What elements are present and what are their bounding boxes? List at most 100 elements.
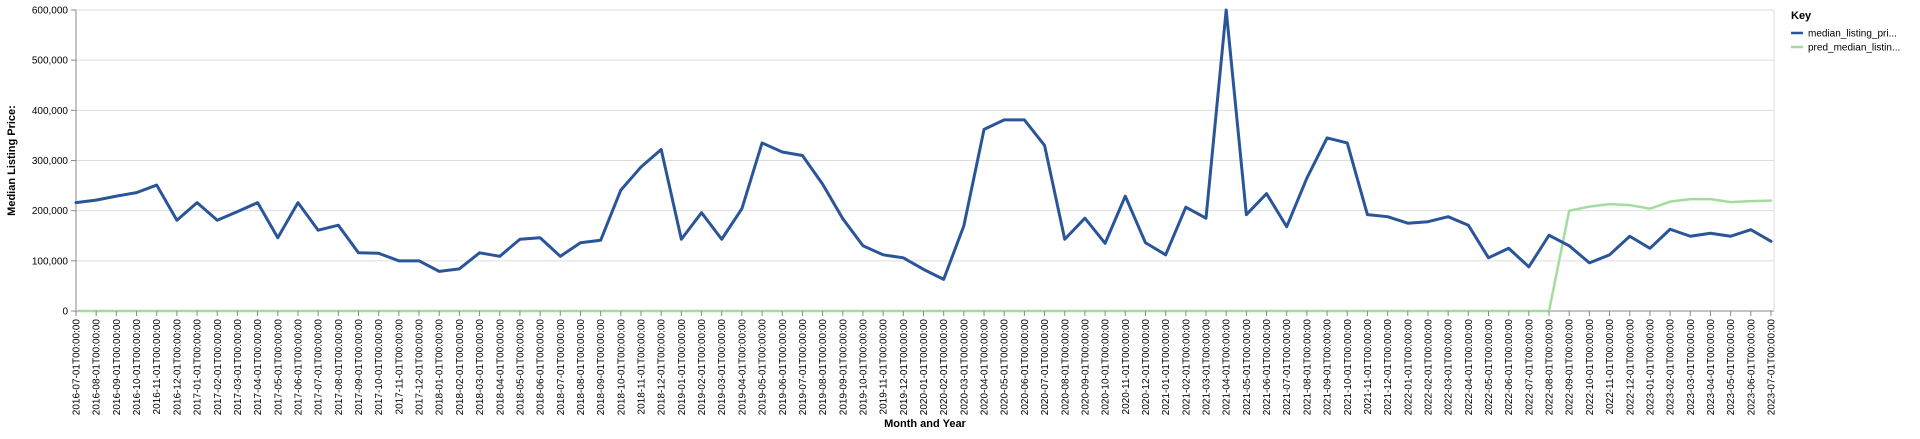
x-tick-label: 2020-12-01T00:00:00	[1141, 319, 1152, 416]
legend-label: pred_median_listin...	[1808, 43, 1900, 54]
x-tick-label: 2019-04-01T00:00:00	[737, 319, 748, 416]
x-tick-label: 2023-01-01T00:00:00	[1645, 319, 1656, 416]
x-tick-label: 2019-12-01T00:00:00	[899, 319, 910, 416]
x-tick-label: 2021-12-01T00:00:00	[1383, 319, 1394, 416]
x-tick-label: 2021-04-01T00:00:00	[1222, 319, 1233, 416]
x-tick-label: 2021-09-01T00:00:00	[1323, 319, 1334, 416]
x-tick-label: 2023-04-01T00:00:00	[1706, 319, 1717, 416]
x-axis-title: Month and Year	[884, 418, 966, 430]
legend-items: median_listing_pri... pred_median_listin.…	[1791, 29, 1900, 54]
x-tick-label: 2017-02-01T00:00:00	[213, 319, 224, 416]
x-tick-label: 2019-01-01T00:00:00	[677, 319, 688, 416]
x-tick-label: 2019-10-01T00:00:00	[858, 319, 869, 416]
x-tick-label: 2019-05-01T00:00:00	[758, 319, 769, 416]
x-tick-label: 2018-11-01T00:00:00	[637, 319, 648, 415]
x-tick-label: 2023-03-01T00:00:00	[1686, 319, 1697, 416]
x-tick-label: 2022-01-01T00:00:00	[1403, 319, 1414, 416]
y-tick-label: 600,000	[32, 6, 69, 17]
x-tick-label: 2018-04-01T00:00:00	[495, 319, 506, 416]
x-tick-label: 2018-06-01T00:00:00	[536, 319, 547, 416]
x-tick-label: 2018-01-01T00:00:00	[435, 319, 446, 416]
y-axis-title: Median Listing Price:	[6, 105, 18, 216]
x-tick-label: 2023-02-01T00:00:00	[1666, 319, 1677, 416]
x-tick-label: 2022-10-01T00:00:00	[1585, 319, 1596, 416]
legend-label: median_listing_pri...	[1808, 29, 1897, 40]
x-tick-label: 2016-12-01T00:00:00	[172, 319, 183, 416]
x-tick-label: 2017-12-01T00:00:00	[415, 319, 426, 416]
x-tick-label: 2017-06-01T00:00:00	[293, 319, 304, 416]
x-tick-label: 2019-08-01T00:00:00	[818, 319, 829, 416]
x-tick-label: 2019-03-01T00:00:00	[717, 319, 728, 416]
x-tick-label: 2021-05-01T00:00:00	[1242, 319, 1253, 416]
x-tick-label: 2022-04-01T00:00:00	[1464, 319, 1475, 416]
y-tick-label: 300,000	[32, 156, 69, 167]
x-tick-label: 2021-08-01T00:00:00	[1302, 319, 1313, 416]
x-tick-label: 2020-08-01T00:00:00	[1060, 319, 1071, 416]
x-tick-label: 2022-07-01T00:00:00	[1524, 319, 1535, 416]
x-tick-label: 2018-03-01T00:00:00	[475, 319, 486, 416]
y-tick-label: 500,000	[32, 56, 69, 67]
x-tick-label: 2021-10-01T00:00:00	[1343, 319, 1354, 416]
x-tick-label: 2016-11-01T00:00:00	[152, 319, 163, 415]
x-tick-label: 2022-06-01T00:00:00	[1504, 319, 1515, 416]
x-tick-label: 2022-12-01T00:00:00	[1625, 319, 1636, 416]
x-tick-label: 2022-05-01T00:00:00	[1484, 319, 1495, 416]
x-tick-label: 2021-07-01T00:00:00	[1282, 319, 1293, 416]
x-tick-label: 2022-02-01T00:00:00	[1423, 319, 1434, 416]
x-tick-label: 2017-07-01T00:00:00	[314, 319, 325, 416]
x-tick-label: 2016-10-01T00:00:00	[132, 319, 143, 416]
x-tick-label: 2017-10-01T00:00:00	[374, 319, 385, 416]
x-tick-label: 2022-08-01T00:00:00	[1545, 319, 1556, 416]
x-tick-label: 2021-06-01T00:00:00	[1262, 319, 1273, 416]
x-axis-ticks: 2016-07-01T00:00:00 2016-08-01T00:00:00 20…	[72, 311, 1778, 415]
x-tick-label: 2020-10-01T00:00:00	[1101, 319, 1112, 416]
x-tick-label: 2020-03-01T00:00:00	[959, 319, 970, 416]
x-tick-label: 2018-07-01T00:00:00	[556, 319, 567, 416]
x-tick-label: 2016-09-01T00:00:00	[112, 319, 123, 416]
x-tick-label: 2016-07-01T00:00:00	[72, 319, 83, 416]
y-tick-label: 200,000	[32, 206, 69, 217]
x-tick-label: 2020-05-01T00:00:00	[1000, 319, 1011, 416]
x-tick-label: 2018-08-01T00:00:00	[576, 319, 587, 416]
x-tick-label: 2017-08-01T00:00:00	[334, 319, 345, 416]
legend-title: Key	[1791, 10, 1812, 22]
x-tick-label: 2016-08-01T00:00:00	[92, 319, 103, 416]
x-tick-label: 2019-11-01T00:00:00	[879, 319, 890, 415]
x-tick-label: 2022-11-01T00:00:00	[1605, 319, 1616, 415]
x-tick-label: 2019-06-01T00:00:00	[778, 319, 789, 416]
x-tick-label: 2020-06-01T00:00:00	[1020, 319, 1031, 416]
series-line-0	[74, 8, 1773, 281]
x-tick-label: 2022-09-01T00:00:00	[1565, 319, 1576, 416]
y-tick-label: 400,000	[32, 106, 69, 117]
x-tick-label: 2017-03-01T00:00:00	[233, 319, 244, 416]
x-tick-label: 2021-03-01T00:00:00	[1202, 319, 1213, 416]
x-tick-label: 2017-09-01T00:00:00	[354, 319, 365, 416]
x-tick-label: 2018-02-01T00:00:00	[455, 319, 466, 416]
x-tick-label: 2021-11-01T00:00:00	[1363, 319, 1374, 415]
x-tick-label: 2019-02-01T00:00:00	[697, 319, 708, 416]
x-tick-label: 2021-02-01T00:00:00	[1181, 319, 1192, 416]
x-tick-label: 2020-11-01T00:00:00	[1121, 319, 1132, 415]
x-tick-label: 2019-07-01T00:00:00	[798, 319, 809, 416]
y-tick-label: 0	[62, 307, 68, 318]
x-tick-label: 2023-06-01T00:00:00	[1746, 319, 1757, 416]
gridlines	[76, 9, 1774, 312]
x-tick-label: 2020-09-01T00:00:00	[1080, 319, 1091, 416]
y-axis-ticks: 0 100,000 200,000 300,000 400,000 500,000 600,…	[32, 6, 76, 318]
x-tick-label: 2018-05-01T00:00:00	[515, 319, 526, 416]
x-tick-label: 2021-01-01T00:00:00	[1161, 319, 1172, 416]
x-tick-label: 2020-01-01T00:00:00	[919, 319, 930, 416]
x-tick-label: 2022-03-01T00:00:00	[1444, 319, 1455, 416]
x-tick-label: 2023-07-01T00:00:00	[1767, 319, 1778, 416]
x-tick-label: 2020-02-01T00:00:00	[939, 319, 950, 416]
x-tick-label: 2019-09-01T00:00:00	[838, 319, 849, 416]
x-tick-label: 2020-04-01T00:00:00	[980, 319, 991, 416]
x-tick-label: 2018-10-01T00:00:00	[616, 319, 627, 416]
x-tick-label: 2017-05-01T00:00:00	[273, 319, 284, 416]
x-tick-label: 2018-12-01T00:00:00	[657, 319, 668, 416]
x-tick-label: 2018-09-01T00:00:00	[596, 319, 607, 416]
y-tick-label: 100,000	[32, 256, 69, 267]
x-tick-label: 2023-05-01T00:00:00	[1726, 319, 1737, 416]
